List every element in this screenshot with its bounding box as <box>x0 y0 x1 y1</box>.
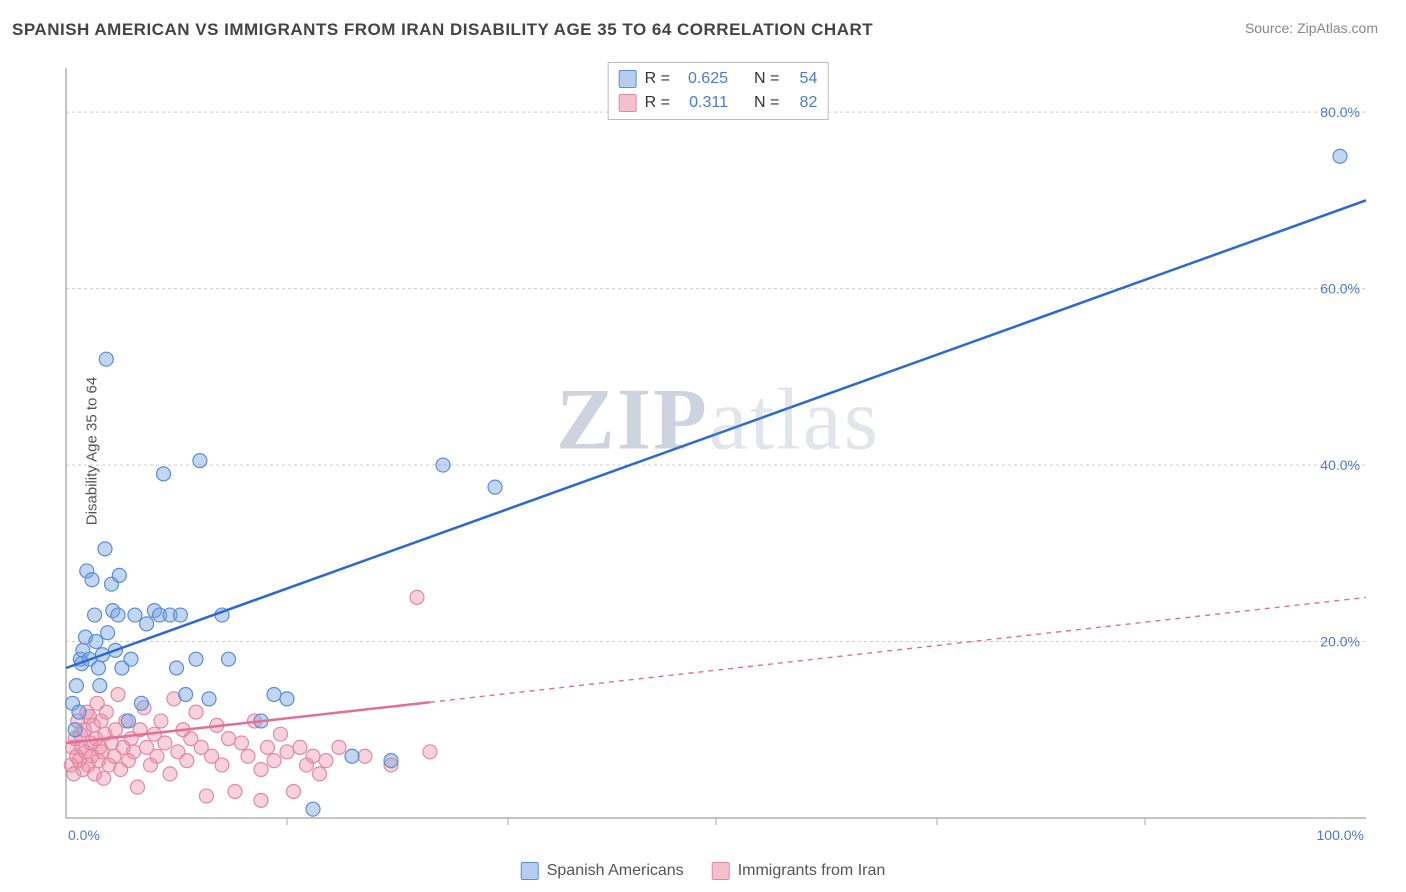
trend-line <box>66 200 1366 668</box>
data-point <box>189 652 203 666</box>
data-point <box>319 754 333 768</box>
data-point <box>88 608 102 622</box>
data-point <box>280 692 294 706</box>
data-point <box>121 714 135 728</box>
data-point <box>222 652 236 666</box>
x-tick-label: 0.0% <box>68 827 100 843</box>
data-point <box>222 732 236 746</box>
data-point <box>99 705 113 719</box>
data-point <box>111 687 125 701</box>
data-point <box>313 767 327 781</box>
y-tick-label: 40.0% <box>1320 457 1360 473</box>
data-point <box>124 652 138 666</box>
data-point <box>235 736 249 750</box>
data-point <box>154 714 168 728</box>
data-point <box>163 767 177 781</box>
x-tick-label: 100.0% <box>1317 827 1364 843</box>
data-point <box>274 727 288 741</box>
y-tick-label: 60.0% <box>1320 281 1360 297</box>
data-point <box>193 454 207 468</box>
data-point <box>332 740 346 754</box>
data-point <box>267 687 281 701</box>
data-point <box>112 568 126 582</box>
data-point <box>158 736 172 750</box>
data-point <box>170 661 184 675</box>
legend-label: Immigrants from Iran <box>738 862 886 880</box>
data-point <box>306 749 320 763</box>
stat-n-label: N = <box>754 91 779 115</box>
data-point <box>189 705 203 719</box>
data-point <box>345 749 359 763</box>
data-point <box>150 749 164 763</box>
legend-item: Immigrants from Iran <box>712 862 886 880</box>
stat-r-label: R = <box>645 91 670 115</box>
source-link[interactable]: ZipAtlas.com <box>1297 20 1378 36</box>
data-point <box>157 467 171 481</box>
data-point <box>228 785 242 799</box>
data-point <box>140 617 154 631</box>
data-point <box>93 679 107 693</box>
scatter-plot: 20.0% 40.0% 60.0% 80.0% 0.0% 100.0% <box>46 58 1390 844</box>
data-point <box>134 696 148 710</box>
stats-row: R = 0.625 N = 54 <box>619 67 818 91</box>
legend-item: Spanish Americans <box>521 862 684 880</box>
data-point <box>72 705 86 719</box>
data-point <box>488 480 502 494</box>
data-point <box>68 723 82 737</box>
page-title: SPANISH AMERICAN VS IMMIGRANTS FROM IRAN… <box>12 20 873 40</box>
data-point <box>199 789 213 803</box>
data-point <box>180 754 194 768</box>
data-point <box>69 679 83 693</box>
stats-legend-box: R = 0.625 N = 54 R = 0.311 N = 82 <box>608 62 829 120</box>
data-point <box>101 626 115 640</box>
y-tick-label: 20.0% <box>1320 634 1360 650</box>
legend-swatch <box>712 862 730 880</box>
data-point <box>85 573 99 587</box>
data-point <box>358 749 372 763</box>
data-point <box>111 608 125 622</box>
data-point <box>410 590 424 604</box>
data-point <box>97 771 111 785</box>
data-point <box>287 785 301 799</box>
data-point <box>293 740 307 754</box>
data-point <box>254 762 268 776</box>
data-point <box>98 542 112 556</box>
y-tick-label: 80.0% <box>1320 104 1360 120</box>
data-point <box>241 749 255 763</box>
data-point <box>1333 149 1347 163</box>
stat-n-label: N = <box>754 67 779 91</box>
data-point <box>254 793 268 807</box>
legend-swatch <box>521 862 539 880</box>
stat-n-value: 82 <box>787 91 817 115</box>
data-point <box>92 661 106 675</box>
data-point <box>131 780 145 794</box>
source-attribution: Source: ZipAtlas.com <box>1245 20 1378 36</box>
data-point <box>127 745 141 759</box>
data-point <box>179 687 193 701</box>
data-point <box>306 802 320 816</box>
data-point <box>128 608 142 622</box>
legend-swatch <box>619 94 637 112</box>
stat-r-value: 0.625 <box>678 67 728 91</box>
data-point <box>280 745 294 759</box>
legend-label: Spanish Americans <box>547 862 684 880</box>
stat-n-value: 54 <box>787 67 817 91</box>
data-point <box>99 352 113 366</box>
data-point <box>202 692 216 706</box>
data-point <box>261 740 275 754</box>
data-point <box>89 635 103 649</box>
legend-swatch <box>619 70 637 88</box>
bottom-legend: Spanish Americans Immigrants from Iran <box>521 862 886 880</box>
stats-row: R = 0.311 N = 82 <box>619 91 818 115</box>
data-point <box>436 458 450 472</box>
data-point <box>267 754 281 768</box>
chart-container: Disability Age 35 to 64 20.0%40.0%60.0%8… <box>46 58 1390 844</box>
trend-line-dashed <box>430 597 1366 702</box>
data-point <box>423 745 437 759</box>
data-point <box>215 758 229 772</box>
stat-r-label: R = <box>645 67 670 91</box>
stat-r-value: 0.311 <box>678 91 728 115</box>
data-point <box>384 754 398 768</box>
data-point <box>173 608 187 622</box>
